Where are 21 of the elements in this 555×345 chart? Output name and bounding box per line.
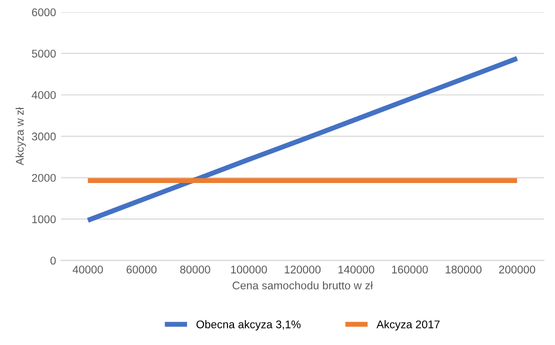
y-tick-label: 3000: [32, 132, 56, 140]
x-tick-label: 80000: [180, 266, 210, 274]
x-tick-label: 40000: [72, 266, 103, 274]
y-tick-label: 2000: [32, 174, 56, 182]
x-tick-label: 60000: [126, 266, 157, 274]
y-tick-label: 5000: [32, 50, 56, 58]
x-tick-label: 180000: [446, 266, 482, 274]
y-axis-title: Akcyza w zł: [16, 107, 26, 166]
y-tick-label: 6000: [32, 8, 56, 16]
y-tick-label: 0: [50, 256, 56, 265]
x-tick-label: 160000: [392, 266, 428, 274]
legend-label: Obecna akcyza 3,1%: [196, 320, 301, 331]
x-axis-title: Cena samochodu brutto w zł: [232, 281, 373, 290]
x-tick-label: 200000: [499, 266, 536, 274]
legend-label: Akcyza 2017: [376, 320, 440, 331]
y-tick-label: 1000: [32, 215, 56, 224]
line-series: [85, 56, 520, 223]
x-tick-label: 140000: [338, 266, 374, 274]
x-tick-label: 100000: [231, 266, 267, 274]
x-tick-label: 120000: [284, 266, 321, 274]
y-tick-label: 4000: [32, 91, 56, 100]
